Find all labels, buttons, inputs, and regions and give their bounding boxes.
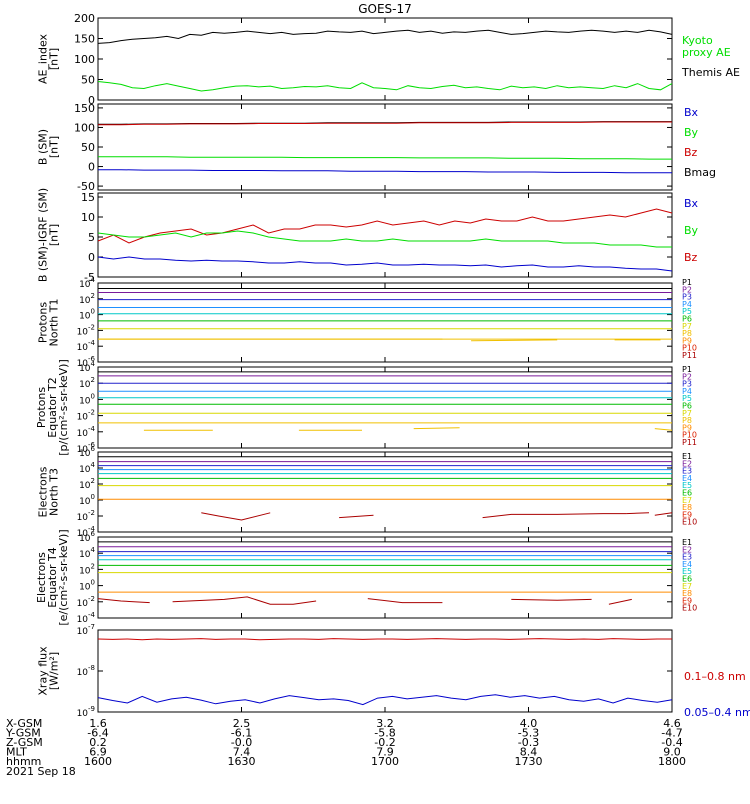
- series-fragment: [655, 513, 672, 515]
- panel-frame: [98, 452, 672, 532]
- date-label: 2021 Sep 18: [6, 765, 76, 778]
- panel-frame: [98, 104, 672, 190]
- series-fragment: [609, 599, 632, 604]
- y-tick-label: 50: [81, 74, 95, 87]
- chart-title: GOES-17: [358, 2, 412, 16]
- orbit-value: 1630: [228, 755, 256, 768]
- panel-frame: [98, 537, 672, 618]
- y-axis-label: [nT]: [48, 224, 61, 246]
- legend-entry: E10: [682, 604, 697, 613]
- y-tick-label: 104: [79, 461, 95, 475]
- legend-entry: 0.1–0.8 nm: [684, 670, 746, 683]
- legend-entry: proxy AE: [682, 46, 731, 59]
- y-tick-label: 100: [79, 493, 95, 507]
- legend-entry: 0.05–0.4 nm: [684, 706, 750, 719]
- series-line-themis-ae: [98, 30, 672, 43]
- series-fragment: [511, 599, 591, 600]
- y-axis-label: [e/(cm²-s-sr-keV)]: [57, 529, 70, 625]
- y-tick-label: 10-2: [77, 323, 95, 337]
- series-fragment: [173, 597, 317, 604]
- legend-entry: Bmag: [684, 166, 716, 179]
- y-tick-label: 100: [74, 53, 95, 66]
- y-tick-label: 50: [81, 141, 95, 154]
- y-tick-label: 15: [81, 191, 95, 204]
- y-axis-label: North T1: [48, 299, 61, 347]
- legend-entry: Bx: [684, 197, 699, 210]
- y-tick-label: 200: [74, 12, 95, 25]
- orbit-time-table: X-GSMY-GSMZ-GSMMLThhmm1.6-6.40.26.916002…: [5, 717, 686, 778]
- legend-entry: Bx: [684, 106, 699, 119]
- y-axis-label: North T3: [48, 468, 61, 516]
- y-tick-label: 102: [79, 376, 95, 390]
- y-tick-label: 0: [88, 251, 95, 264]
- y-axis-label: [nT]: [48, 48, 61, 70]
- y-tick-label: 0: [88, 161, 95, 174]
- series-line-bx: [98, 257, 672, 271]
- legend-entry: Bz: [684, 251, 698, 264]
- y-tick-label: 10: [81, 211, 95, 224]
- series-line-0-1-0-8-nm: [98, 639, 672, 640]
- y-tick-label: 102: [79, 477, 95, 491]
- y-tick-label: 104: [79, 546, 95, 560]
- series-fragment: [98, 599, 150, 603]
- y-tick-label: 5: [88, 231, 95, 244]
- series-line-by: [98, 157, 672, 159]
- series-fragment: [414, 428, 460, 429]
- panel-frame: [98, 630, 672, 712]
- legend-entry: By: [684, 224, 699, 237]
- y-tick-label: 102: [79, 562, 95, 576]
- series-fragment: [471, 340, 557, 341]
- legend-entry: E10: [682, 518, 697, 527]
- y-tick-label: 100: [79, 579, 95, 593]
- y-tick-label: 10-4: [77, 339, 96, 353]
- orbit-value: 1730: [515, 755, 543, 768]
- y-tick-label: 150: [74, 102, 95, 115]
- series-line-0-05-0-4-nm: [98, 695, 672, 705]
- y-tick-label: 102: [79, 292, 95, 306]
- legend-entry: Bz: [684, 146, 698, 159]
- series-line-by: [98, 231, 672, 247]
- y-tick-label: 150: [74, 33, 95, 46]
- y-tick-label: 100: [79, 308, 95, 322]
- orbit-value: 1800: [658, 755, 686, 768]
- y-tick-label: 10-7: [77, 623, 95, 637]
- y-tick-label: 10-2: [77, 409, 95, 423]
- y-tick-label: 10-2: [77, 595, 95, 609]
- series-fragment: [626, 513, 649, 514]
- panel-frame: [98, 283, 672, 362]
- orbit-value: 1600: [84, 755, 112, 768]
- legend-entry: P11: [682, 351, 697, 360]
- y-tick-label: 100: [79, 392, 95, 406]
- series-line-bz: [98, 209, 672, 243]
- orbit-value: 1700: [371, 755, 399, 768]
- y-tick-label: 10-2: [77, 509, 95, 523]
- y-axis-label: [W/m²]: [48, 652, 61, 690]
- series-fragment: [201, 513, 270, 520]
- y-axis-label: [p/(cm²-s-sr-keV)]: [57, 359, 70, 456]
- series-line-kyoto-proxy-ae: [98, 82, 672, 92]
- y-tick-label: 10-4: [77, 425, 96, 439]
- legend-entry: Themis AE: [681, 66, 740, 79]
- legend-entry: By: [684, 126, 699, 139]
- series-fragment: [339, 515, 373, 517]
- legend-entry: P11: [682, 438, 697, 447]
- series-fragment: [655, 429, 672, 431]
- y-tick-label: 100: [74, 121, 95, 134]
- series-fragment: [368, 599, 443, 603]
- y-axis-label: [nT]: [48, 136, 61, 158]
- series-line-bx: [98, 170, 672, 173]
- panel-frame: [98, 367, 672, 448]
- series-fragment: [483, 514, 626, 518]
- y-tick-label: 10-8: [77, 664, 95, 678]
